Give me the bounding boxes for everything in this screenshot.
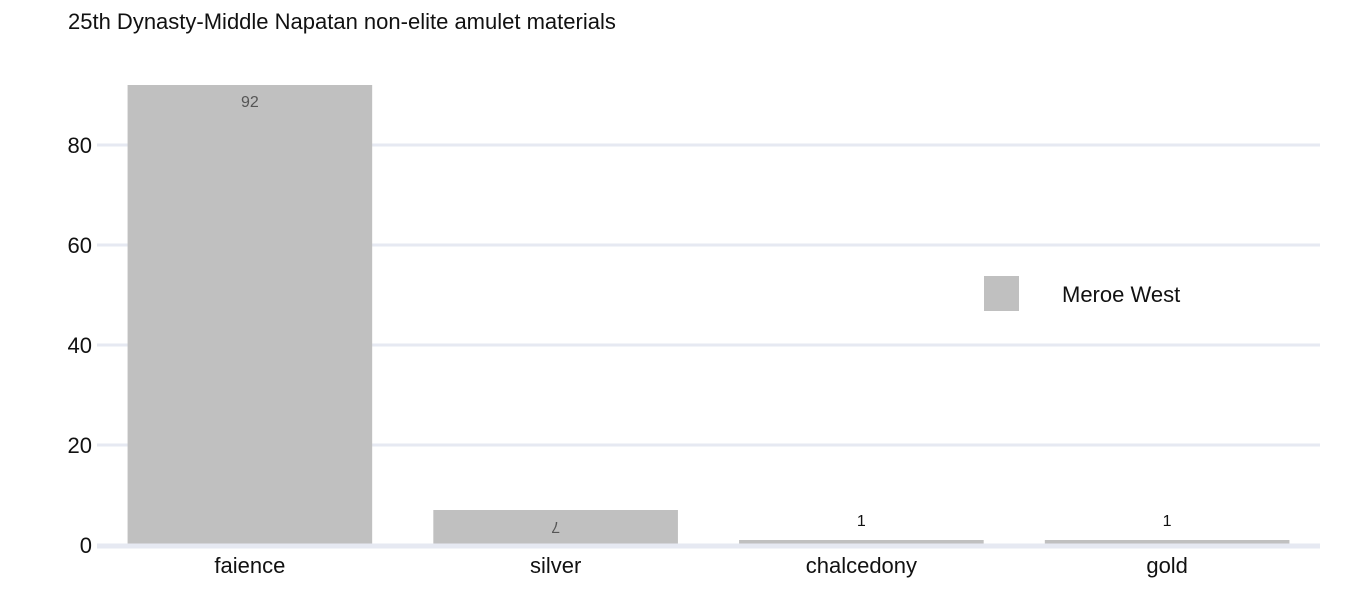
data-label: 7 [551,518,560,535]
legend-swatch[interactable] [984,276,1019,311]
axis-layer: 0 20 40 60 80 faience silver chalcedony gold [68,133,1320,578]
y-tick-label: 0 [80,533,92,558]
x-tick-label: gold [1146,553,1188,578]
y-tick-label: 40 [68,333,92,358]
legend[interactable]: Meroe West [984,276,1180,311]
x-tick-label: silver [530,553,581,578]
y-tick-label: 20 [68,433,92,458]
y-tick-label: 80 [68,133,92,158]
legend-label[interactable]: Meroe West [1062,282,1180,307]
data-label: 92 [241,94,259,111]
chart-title: 25th Dynasty-Middle Napatan non-elite am… [68,9,616,34]
bar-faience[interactable] [127,85,373,545]
data-label: 1 [857,513,866,530]
x-tick-label: faience [214,553,285,578]
bar-silver[interactable] [433,510,678,545]
x-tick-label: chalcedony [806,553,917,578]
bar-chalcedony[interactable] [739,540,984,545]
data-labels-layer: 92 7 1 1 [241,94,1172,535]
y-tick-label: 60 [68,233,92,258]
bar-gold[interactable] [1044,540,1290,545]
data-label: 1 [1163,513,1172,530]
bars-layer [127,85,1290,545]
